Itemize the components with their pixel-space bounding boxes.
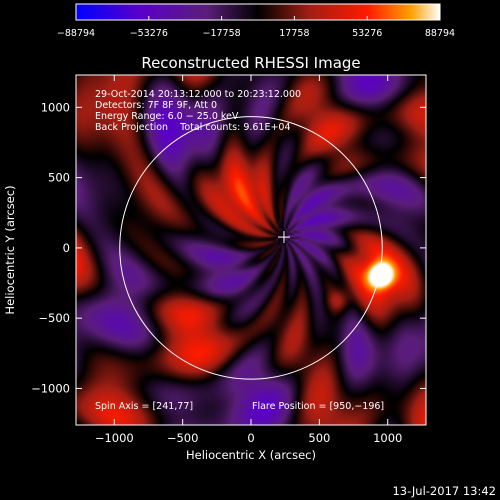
y-tick-label: 1000 xyxy=(41,100,70,114)
x-tick-label: 1000 xyxy=(373,431,402,445)
x-axis: −1000 −500 0 500 1000 xyxy=(95,75,402,445)
x-tick-label: 0 xyxy=(247,431,254,445)
x-tick-label: 500 xyxy=(308,431,330,445)
y-axis: 1000 500 0 −500 −1000 xyxy=(31,100,426,395)
y-axis-label: Heliocentric Y (arcsec) xyxy=(3,185,17,314)
y-tick-label: −500 xyxy=(38,311,70,325)
x-tick-label: −500 xyxy=(167,431,199,445)
flare-position-label: Flare Position = [950,−196] xyxy=(252,401,384,412)
x-tick-label: −1000 xyxy=(95,431,134,445)
x-axis-label: Heliocentric X (arcsec) xyxy=(186,448,316,462)
spin-axis-label: Spin Axis = [241,77] xyxy=(95,401,193,412)
y-tick-label: 500 xyxy=(48,171,70,185)
colorbar-tick-label: 53276 xyxy=(352,28,382,39)
spin-axis-marker xyxy=(277,231,290,244)
colorbar-tick-label: 88794 xyxy=(425,28,455,39)
colorbar-tick-label: 17758 xyxy=(279,28,309,39)
solar-limb-circle xyxy=(119,116,383,380)
info-line-time-range: 29-Oct-2014 20:13:12.000 to 20:23:12.000 xyxy=(95,89,301,100)
info-line-detectors: Detectors: 7F 8F 9F, Att 0 xyxy=(95,100,217,111)
colorbar xyxy=(75,3,441,21)
colorbar-tick-label: −53276 xyxy=(130,28,168,39)
heatmap-image xyxy=(76,75,426,425)
colorbar-tick-label: −17758 xyxy=(203,28,241,39)
info-line-back-projection: Back Projection Total counts: 9.61E+04 xyxy=(95,122,291,133)
y-tick-label: −1000 xyxy=(31,381,70,395)
info-line-energy-range: Energy Range: 6.0 − 25.0 keV xyxy=(95,111,239,122)
colorbar-tick-label: −88794 xyxy=(57,28,95,39)
info-block: 29-Oct-2014 20:13:12.000 to 20:23:12.000… xyxy=(95,89,301,133)
plot-timestamp: 13-Jul-2017 13:42 xyxy=(392,484,496,498)
chart-title: Reconstructed RHESSI Image xyxy=(141,54,360,72)
colorbar-ticks: −88794 −53276 −17758 17758 53276 88794 xyxy=(57,16,455,39)
y-tick-label: 0 xyxy=(63,241,70,255)
